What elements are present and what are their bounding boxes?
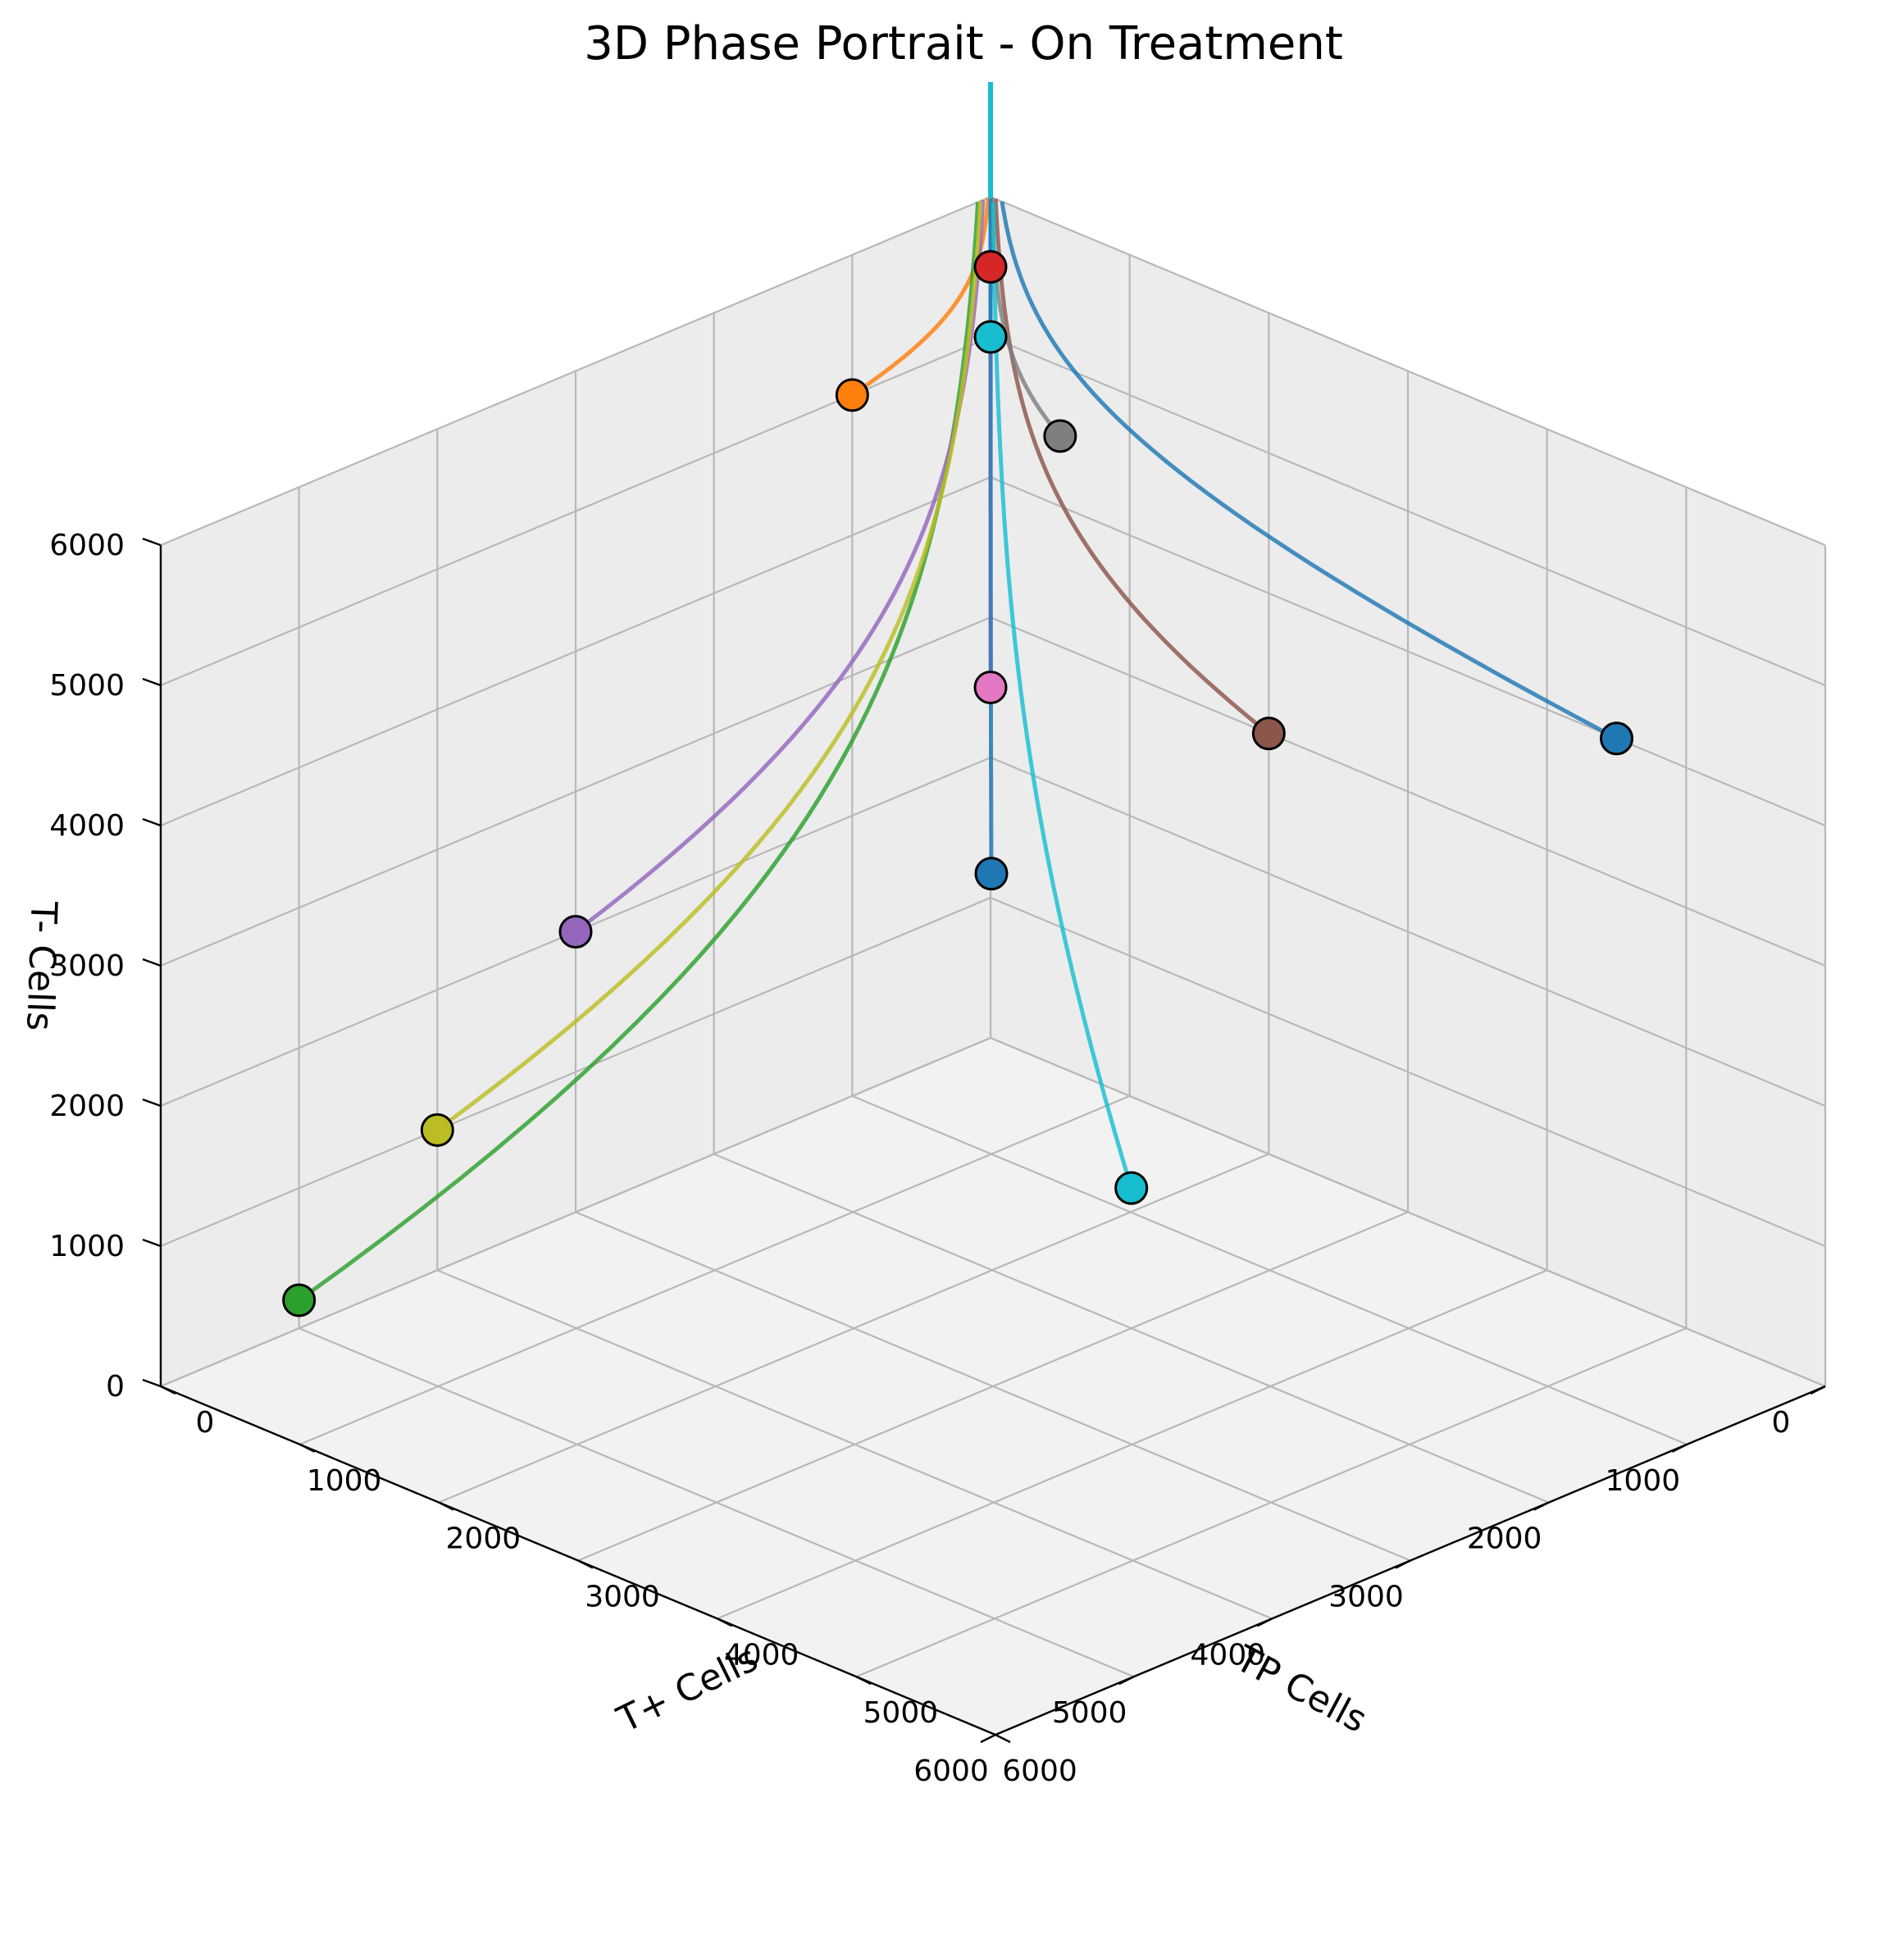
tplus-tick-mark [995,1733,1011,1744]
tplus-tick-mark [577,1559,594,1569]
trajectory-3-line [298,202,981,1303]
trajectory-5-line [574,199,986,934]
gridline-wall-tminus-right [990,476,1826,827]
gridline-wall-tminus-right [990,335,1826,687]
tp-tick-label: 4000 [1191,1638,1266,1672]
tp-tick-mark [1395,1559,1411,1569]
tp-tick-mark [1533,1501,1550,1511]
tplus-tick-label: 5000 [863,1696,939,1730]
tminus-tick-label: 6000 [49,529,125,562]
tminus-tick-mark [142,1238,162,1248]
tminus-tick-label: 3000 [49,949,125,983]
tp-axis-label: TP Cells [1228,1637,1373,1741]
gridline-wall-tminus-right [990,756,1826,1108]
tminus-tick-mark [142,1378,162,1388]
tminus-tick-mark [142,677,162,687]
tminus-tick-labels: 0 1000 2000 3000 4000 5000 6000 [49,529,125,1404]
start-markers [282,250,1633,1317]
gridline-floor-tp [851,1094,1688,1445]
tminus-tick-mark [142,1098,162,1108]
tplus-tick-mark [160,1385,176,1395]
tplus-tick-mark [438,1501,454,1511]
tp-tick-label: 2000 [1467,1522,1542,1556]
tplus-tick-mark [855,1676,872,1686]
trajectory-5-start-marker [558,915,593,949]
tp-tick-mark [1256,1618,1273,1627]
gridline-wall-tminus-right [990,195,1826,547]
tplus-axis-label: T+ Cells [610,1637,764,1741]
tplus-tick-label: 6000 [1002,1754,1077,1788]
tp-tick-mark [1118,1676,1135,1686]
gridline-wall-tminus-left [160,195,991,547]
trajectory-7-start-marker [973,671,1008,704]
gridline-wall-tminus-right [990,896,1826,1248]
tp-tick-mark [980,1733,996,1744]
tick-marks [142,537,1826,1744]
tplus-tick-labels: 0 1000 2000 3000 4000 5000 6000 [196,1406,1077,1788]
tp-tick-label: 6000 [913,1754,989,1788]
trajectory-1-start-marker [1600,721,1633,756]
tp-tick-label: 1000 [1606,1464,1681,1498]
gridline-floor-tp [298,1327,1135,1678]
tminus-tick-mark [142,817,162,827]
trajectory-2-start-marker [835,378,869,412]
trajectories [298,82,1618,1303]
trajectory-9-start-marker [420,1113,454,1147]
tp-tick-mark [1671,1443,1688,1453]
tminus-tick-label: 0 [106,1370,125,1404]
tplus-tick-mark [717,1618,733,1627]
tminus-tick-label: 2000 [49,1090,125,1123]
tplus-tick-label: 0 [196,1406,215,1440]
tminus-tick-mark [142,537,162,547]
trajectory-8-start-marker [1043,419,1077,453]
gridline-floor-tp [713,1153,1550,1504]
tp-tick-labels: 0 1000 2000 3000 4000 5000 6000 [913,1406,1790,1788]
tplus-tick-label: 2000 [446,1522,522,1556]
trajectory-10-start-marker [973,320,1008,354]
trajectory-11-start-marker [974,857,1009,891]
trajectory-1-line [1000,201,1618,741]
trajectory-4-start-marker [973,250,1008,284]
trajectory-6-start-marker [1251,717,1286,751]
tp-tick-label: 5000 [1052,1696,1127,1730]
tp-tick-label: 3000 [1328,1581,1404,1614]
gridline-floor-tp [575,1211,1411,1562]
gridline-wall-tminus-left [160,476,991,827]
trajectory-3-start-marker [282,1283,317,1317]
tminus-axis-label: T- Cells [18,900,65,1032]
gridline-wall-tminus-left [160,896,991,1248]
tp-tick-label: 0 [1772,1406,1791,1440]
gridline-wall-tminus-left [160,1036,991,1388]
tplus-tick-label: 3000 [585,1581,660,1614]
trajectory-12-start-marker [1114,1171,1149,1205]
tminus-tick-label: 5000 [49,669,125,703]
gridline-wall-tminus-left [160,616,991,967]
tplus-tick-label: 1000 [307,1464,382,1498]
gridline-wall-tminus-right [990,616,1826,967]
gridline-floor-tp [436,1269,1273,1620]
tp-tick-mark [1810,1385,1826,1395]
tplus-tick-label: 4000 [724,1638,799,1672]
tminus-tick-label: 4000 [49,809,125,843]
gridline-wall-tminus-right [990,1036,1826,1388]
chart-title: 3D Phase Portrait - On Treatment [584,17,1343,71]
tplus-tick-mark [299,1443,316,1453]
tminus-tick-mark [142,958,162,967]
tminus-tick-label: 1000 [49,1230,125,1263]
trajectory-9-line [435,201,983,1132]
